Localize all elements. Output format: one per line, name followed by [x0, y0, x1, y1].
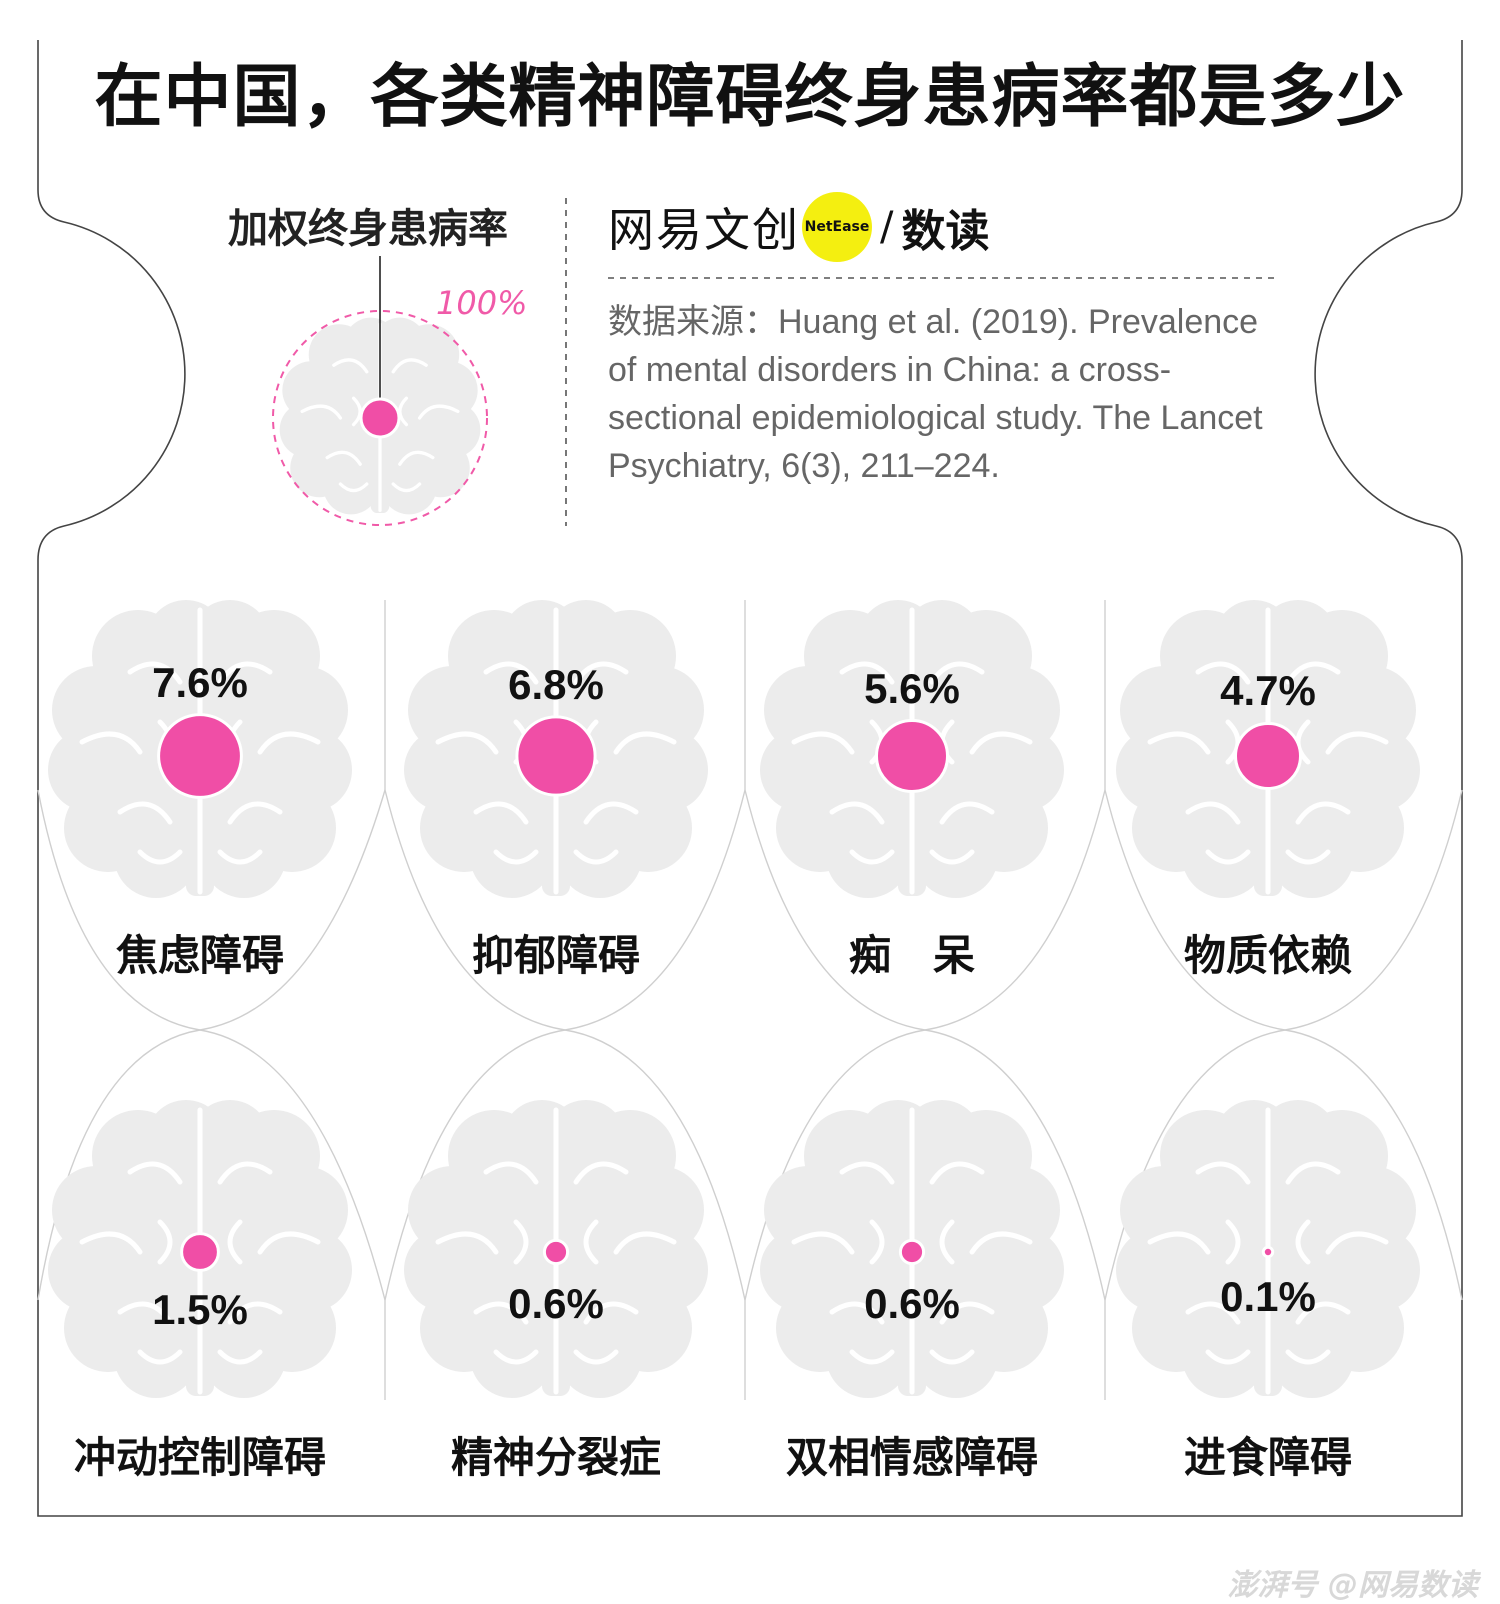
category-label-eating: 进食障碍 [1183, 1433, 1352, 1482]
dot-depression [515, 715, 597, 797]
value-label-eating: 0.1% [1220, 1272, 1316, 1320]
brand-slash: / [880, 204, 894, 250]
legend-dot [359, 397, 401, 439]
grid-curves [37, 600, 1463, 1400]
dot-bipolar [898, 1238, 926, 1266]
brand-logo: 网易文创 NetEase / 数读 [608, 192, 989, 262]
brand-sub: 数读 [901, 206, 990, 257]
category-label-bipolar: 双相情感障碍 [785, 1433, 1038, 1482]
category-label-schizophrenia: 精神分裂症 [450, 1433, 661, 1482]
value-label-schizophrenia: 0.6% [508, 1279, 604, 1327]
prevalence-dots [157, 397, 1302, 1272]
legend-reference-circle [272, 310, 488, 526]
category-label-depression: 抑郁障碍 [471, 931, 640, 980]
frame-outline [37, 40, 1463, 1517]
dot-schizophrenia [542, 1238, 570, 1266]
dot-eating [1261, 1245, 1275, 1259]
value-label-anxiety: 7.6% [152, 658, 248, 706]
value-label-impulse: 1.5% [152, 1286, 248, 1334]
brand-badge: NetEase [802, 192, 872, 262]
category-label-dementia: 痴 呆 [848, 931, 975, 980]
dot-substance [1234, 722, 1302, 790]
dot-anxiety [157, 713, 243, 799]
value-label-depression: 6.8% [508, 660, 604, 708]
category-label-substance: 物质依赖 [1183, 931, 1352, 980]
footer-watermark: 澎湃号 @网易数读 [1227, 1568, 1478, 1603]
dot-impulse [180, 1232, 220, 1272]
category-label-anxiety: 焦虑障碍 [115, 931, 284, 980]
value-label-dementia: 5.6% [864, 664, 960, 712]
value-label-bipolar: 0.6% [864, 1279, 960, 1327]
page-title: 在中国，各类精神障碍终身患病率都是多少 [94, 57, 1406, 137]
category-label-impulse: 冲动控制障碍 [73, 1433, 326, 1482]
legend-label: 加权终身患病率 [228, 206, 508, 252]
legend-reference-label: 100% [436, 284, 528, 322]
source-citation: 数据来源：Huang et al. (2019). Prevalence of … [608, 303, 1263, 485]
value-label-substance: 4.7% [1220, 667, 1316, 715]
dot-dementia [875, 719, 949, 793]
brand-name: 网易文创 [608, 203, 800, 257]
